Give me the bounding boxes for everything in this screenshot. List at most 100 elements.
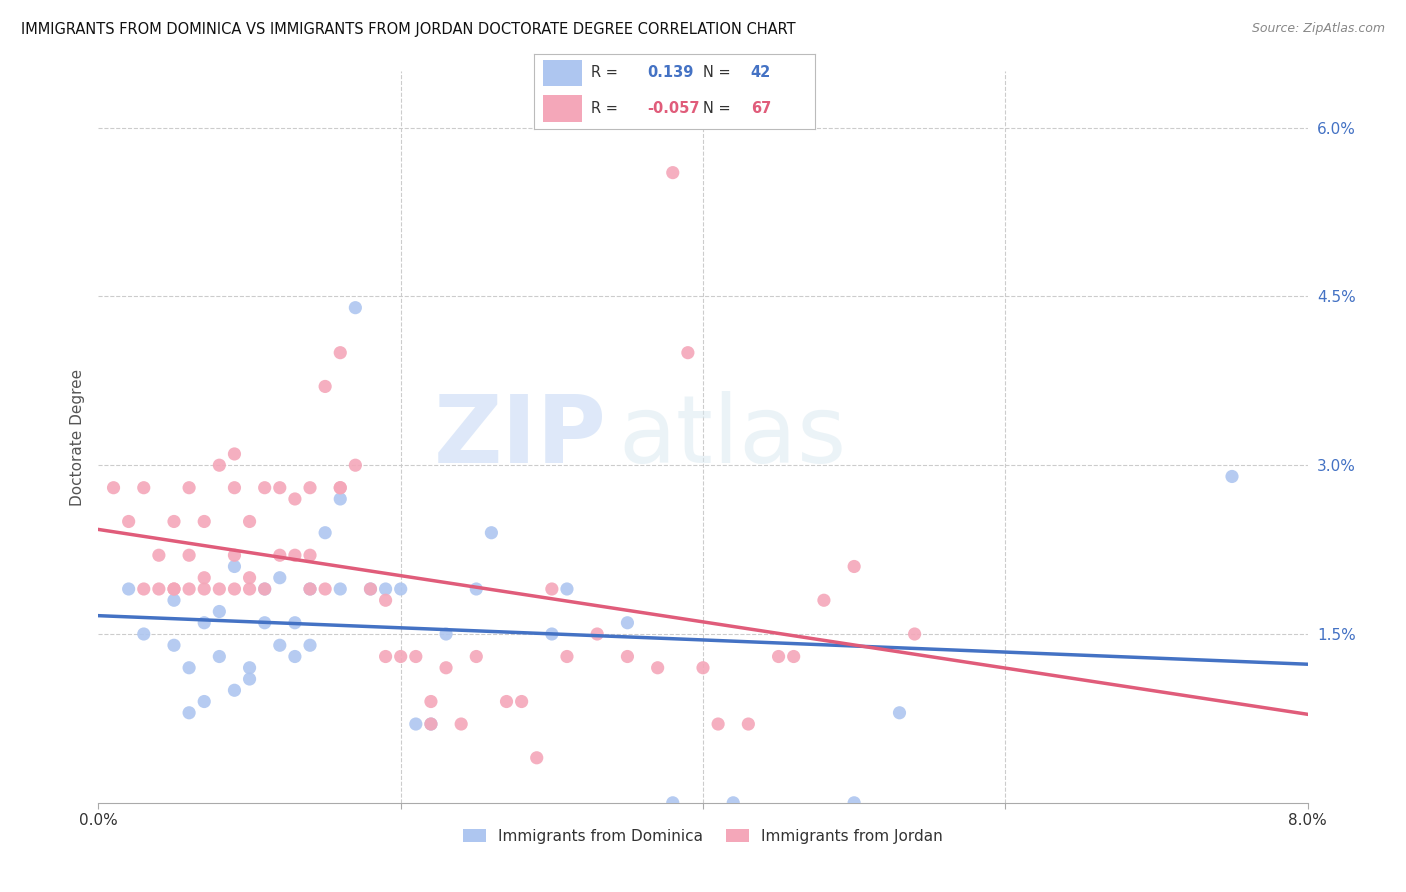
Point (224, 683, 246, 698)
Point (420, 717, 443, 731)
Point (179, 582, 201, 596)
Point (434, 661, 457, 675)
Point (299, 481, 322, 495)
Point (179, 548, 201, 562)
Point (224, 447, 246, 461)
Point (586, 627, 609, 641)
Point (253, 582, 276, 596)
Point (813, 593, 835, 607)
Point (132, 481, 155, 495)
Point (284, 615, 307, 630)
Text: atlas: atlas (619, 391, 846, 483)
Point (405, 649, 427, 664)
Text: R =: R = (591, 101, 621, 116)
Point (676, 345, 699, 359)
Point (208, 649, 231, 664)
Text: 67: 67 (751, 101, 770, 116)
Point (163, 582, 186, 596)
Point (405, 717, 427, 731)
Point (904, 627, 927, 641)
Point (344, 301, 367, 315)
Point (103, 481, 125, 495)
Point (193, 694, 215, 708)
Text: ZIP: ZIP (433, 391, 606, 483)
Point (374, 649, 396, 664)
Point (495, 694, 517, 708)
Point (420, 694, 443, 708)
Point (224, 559, 246, 574)
Point (1220, 469, 1243, 483)
Point (148, 582, 170, 596)
Point (163, 593, 186, 607)
Point (224, 548, 246, 562)
Point (239, 571, 262, 585)
Point (208, 605, 231, 619)
Point (344, 458, 367, 473)
Point (389, 582, 412, 596)
Point (540, 582, 562, 596)
Bar (543, 60, 582, 87)
Point (239, 661, 262, 675)
Point (284, 491, 307, 506)
Point (284, 649, 307, 664)
Point (661, 166, 683, 180)
Text: N =: N = (703, 65, 735, 80)
Point (118, 515, 141, 529)
Point (208, 458, 231, 473)
Point (329, 481, 352, 495)
Point (768, 649, 790, 664)
Point (540, 627, 562, 641)
Point (208, 582, 231, 596)
Point (239, 515, 262, 529)
Point (510, 694, 533, 708)
Point (360, 582, 382, 596)
Bar (543, 95, 582, 122)
Point (253, 481, 276, 495)
Point (360, 582, 382, 596)
Point (132, 582, 155, 596)
Point (239, 582, 262, 596)
Point (737, 717, 759, 731)
Point (163, 638, 186, 652)
Point (526, 751, 548, 765)
Point (284, 548, 307, 562)
Point (193, 582, 215, 596)
Point (450, 717, 472, 731)
Point (224, 582, 246, 596)
Text: R =: R = (591, 65, 621, 80)
Point (163, 515, 186, 529)
Point (465, 582, 488, 596)
Point (329, 491, 352, 506)
Point (374, 582, 396, 596)
Legend: Immigrants from Dominica, Immigrants from Jordan: Immigrants from Dominica, Immigrants fro… (457, 822, 949, 850)
Text: 42: 42 (751, 65, 770, 80)
Point (707, 717, 730, 731)
Point (163, 582, 186, 596)
Point (420, 717, 443, 731)
Point (616, 615, 638, 630)
Point (299, 638, 322, 652)
Point (118, 582, 141, 596)
Text: Source: ZipAtlas.com: Source: ZipAtlas.com (1251, 22, 1385, 36)
Point (193, 615, 215, 630)
Point (329, 345, 352, 359)
Text: -0.057: -0.057 (647, 101, 699, 116)
Point (253, 615, 276, 630)
Point (269, 548, 291, 562)
Point (465, 649, 488, 664)
Point (193, 571, 215, 585)
Point (179, 481, 201, 495)
Point (481, 525, 503, 540)
Point (314, 582, 336, 596)
Point (299, 548, 322, 562)
Point (224, 481, 246, 495)
Point (329, 582, 352, 596)
Point (844, 559, 866, 574)
Point (555, 649, 578, 664)
Point (374, 593, 396, 607)
Point (148, 548, 170, 562)
Point (299, 582, 322, 596)
Text: N =: N = (703, 101, 735, 116)
Point (389, 649, 412, 664)
Point (647, 661, 669, 675)
